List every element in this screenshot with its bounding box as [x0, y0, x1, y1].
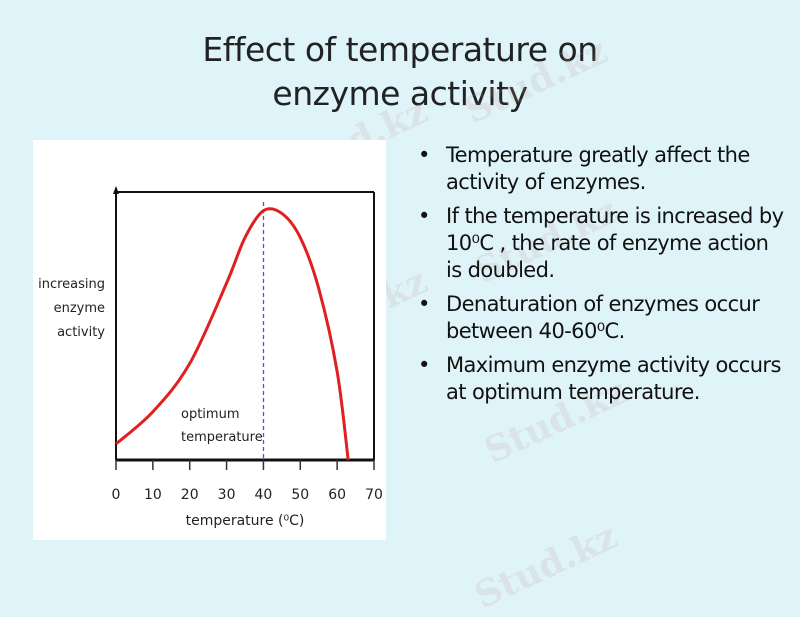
y-label-2: enzyme [54, 301, 105, 316]
x-tick-label: 60 [328, 487, 346, 503]
slide-title: Effect of temperature on enzyme activity [0, 28, 800, 116]
annotation-line-2: temperature [181, 430, 263, 445]
x-tick-label: 0 [112, 487, 121, 503]
title-line-2: enzyme activity [272, 74, 528, 113]
activity-curve [115, 207, 350, 461]
title-line-1: Effect of temperature on [202, 30, 598, 69]
bullet-item: Denaturation of enzymes occur between 40… [418, 291, 788, 345]
watermark: Stud.kz [468, 514, 624, 617]
y-label-1: increasing [38, 277, 105, 292]
x-tick-label: 30 [218, 487, 236, 503]
x-tick-label: 40 [255, 487, 273, 503]
chart-svg: 0 10 20 30 40 50 60 70 increasing enzyme activi… [38, 186, 383, 529]
x-tick-label: 10 [144, 487, 162, 503]
x-tick-label: 20 [181, 487, 199, 503]
y-label-3: activity [57, 325, 105, 340]
annotation-line-1: optimum [181, 407, 239, 422]
x-tick-label: 50 [291, 487, 309, 503]
enzyme-temperature-chart: 0 10 20 30 40 50 60 70 increasing enzyme activi… [33, 140, 386, 540]
y-axis-arrow-icon [113, 186, 119, 194]
x-ticks: 0 10 20 30 40 50 60 70 [112, 460, 383, 503]
x-tick-label: 70 [365, 487, 383, 503]
bullet-item: Maximum enzyme activity occurs at optimu… [418, 352, 788, 406]
bullet-item: Temperature greatly affect the activity … [418, 142, 788, 196]
bullet-item: If the temperature is increased by 10⁰C … [418, 203, 788, 284]
bullet-list: Temperature greatly affect the activity … [418, 142, 788, 413]
x-axis-label: temperature (⁰C) [186, 513, 305, 529]
